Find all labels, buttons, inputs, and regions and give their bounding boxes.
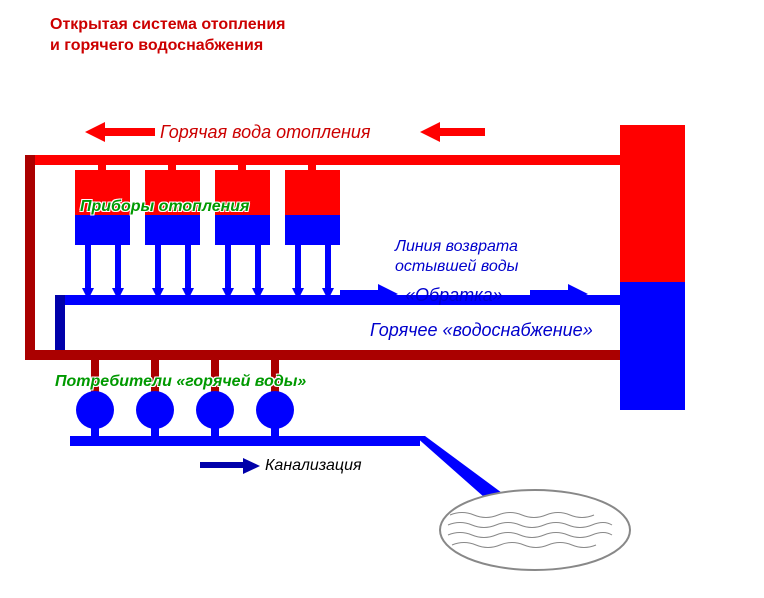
hot-pipe xyxy=(30,155,620,165)
consumer xyxy=(256,391,294,429)
return-note-1: Линия возврата xyxy=(395,238,518,256)
hws-label: Горячее «водоснабжение» xyxy=(370,320,593,341)
pond xyxy=(440,490,630,570)
hot-supply-label: Горячая вода отопления xyxy=(160,122,371,143)
hot-arrow-left-1 xyxy=(85,122,155,142)
radiator-feeds xyxy=(98,165,316,175)
hot-arrow-left-2 xyxy=(420,122,485,142)
diagram-title: Открытая система отопления и горячего во… xyxy=(50,15,286,57)
heating-devices-label: Приборы отопления xyxy=(80,198,249,216)
return-line-label: «Обратка» xyxy=(405,285,503,306)
sewer-label: Канализация xyxy=(265,457,362,475)
consumers-group xyxy=(76,391,294,429)
tank xyxy=(620,125,685,410)
return-note-2: остывшей воды xyxy=(395,258,518,276)
left-vert-red xyxy=(25,155,35,360)
title-line1: Открытая система отопления xyxy=(50,16,286,33)
heating-diagram xyxy=(0,0,764,598)
consumer xyxy=(196,391,234,429)
radiator xyxy=(285,170,340,245)
title-line2: и горячего водоснабжения xyxy=(50,37,263,54)
radiator-returns xyxy=(82,245,334,300)
sewer-arrow xyxy=(200,458,260,474)
consumer xyxy=(76,391,114,429)
consumers-label: Потребители «горячей воды» xyxy=(55,373,306,391)
consumer xyxy=(136,391,174,429)
hws-pipe xyxy=(25,350,620,360)
